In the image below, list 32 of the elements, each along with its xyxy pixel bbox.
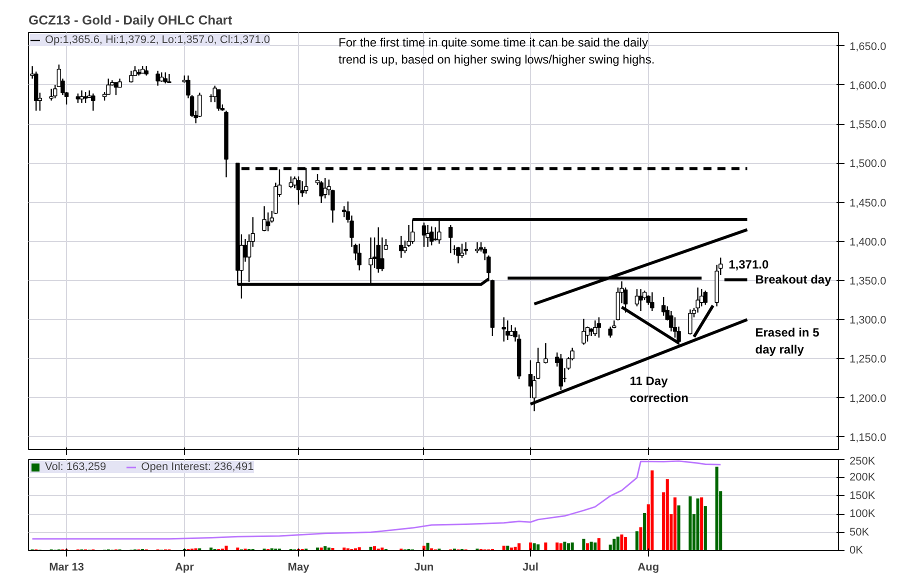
y-tick-label: 0K bbox=[850, 544, 864, 556]
y-tick-label: 1,400.0 bbox=[850, 236, 886, 248]
x-tick-label: Jul bbox=[522, 562, 538, 574]
y-tick-label: 1,500.0 bbox=[850, 158, 886, 170]
y-tick-label: 50K bbox=[850, 526, 870, 538]
y-tick-label: 1,600.0 bbox=[850, 80, 886, 92]
annotation: Erased in 5 day rally bbox=[755, 326, 820, 356]
legend-label: Open Interest: 236,491 bbox=[141, 461, 254, 473]
y-tick-label: 1,450.0 bbox=[850, 197, 886, 210]
annotation: 11 Day correction bbox=[630, 374, 688, 405]
x-tick-label: Jun bbox=[414, 562, 434, 574]
y-tick-label: 200K bbox=[850, 472, 876, 484]
x-tick-label: May bbox=[288, 562, 310, 574]
legend-label: Vol: 163,259 bbox=[45, 461, 106, 473]
annotation: Breakout day bbox=[755, 272, 832, 287]
y-tick-label: 1,350.0 bbox=[850, 276, 886, 288]
annotation: 1,371.0 bbox=[728, 258, 769, 272]
y-tick-label: 1,300.0 bbox=[850, 314, 886, 327]
y-tick-label: 250K bbox=[850, 456, 876, 468]
y-tick-label: 1,650.0 bbox=[850, 40, 886, 53]
x-tick-label: Apr bbox=[174, 562, 195, 574]
y-tick-label: 1,200.0 bbox=[850, 392, 886, 405]
legend-label: Op:1,365.6, Hi:1,379.2, Lo:1,357.0, Cl:1,371.0 bbox=[45, 34, 270, 46]
chart-title: GCZ13 - Gold - Daily OHLC Chart bbox=[28, 12, 233, 28]
y-tick-label: 1,550.0 bbox=[850, 119, 886, 132]
x-tick-label: Mar 13 bbox=[49, 562, 84, 574]
y-tick-label: 1,150.0 bbox=[850, 432, 886, 444]
annotation: For the first time in quite some time it can be said the daily trend is up, based on higher swing lows/higher swing highs. bbox=[338, 36, 655, 66]
y-tick-label: 1,250.0 bbox=[850, 354, 886, 366]
y-tick-label: 150K bbox=[850, 490, 876, 502]
x-tick-label: Aug bbox=[638, 562, 660, 574]
y-tick-label: 100K bbox=[850, 508, 876, 520]
